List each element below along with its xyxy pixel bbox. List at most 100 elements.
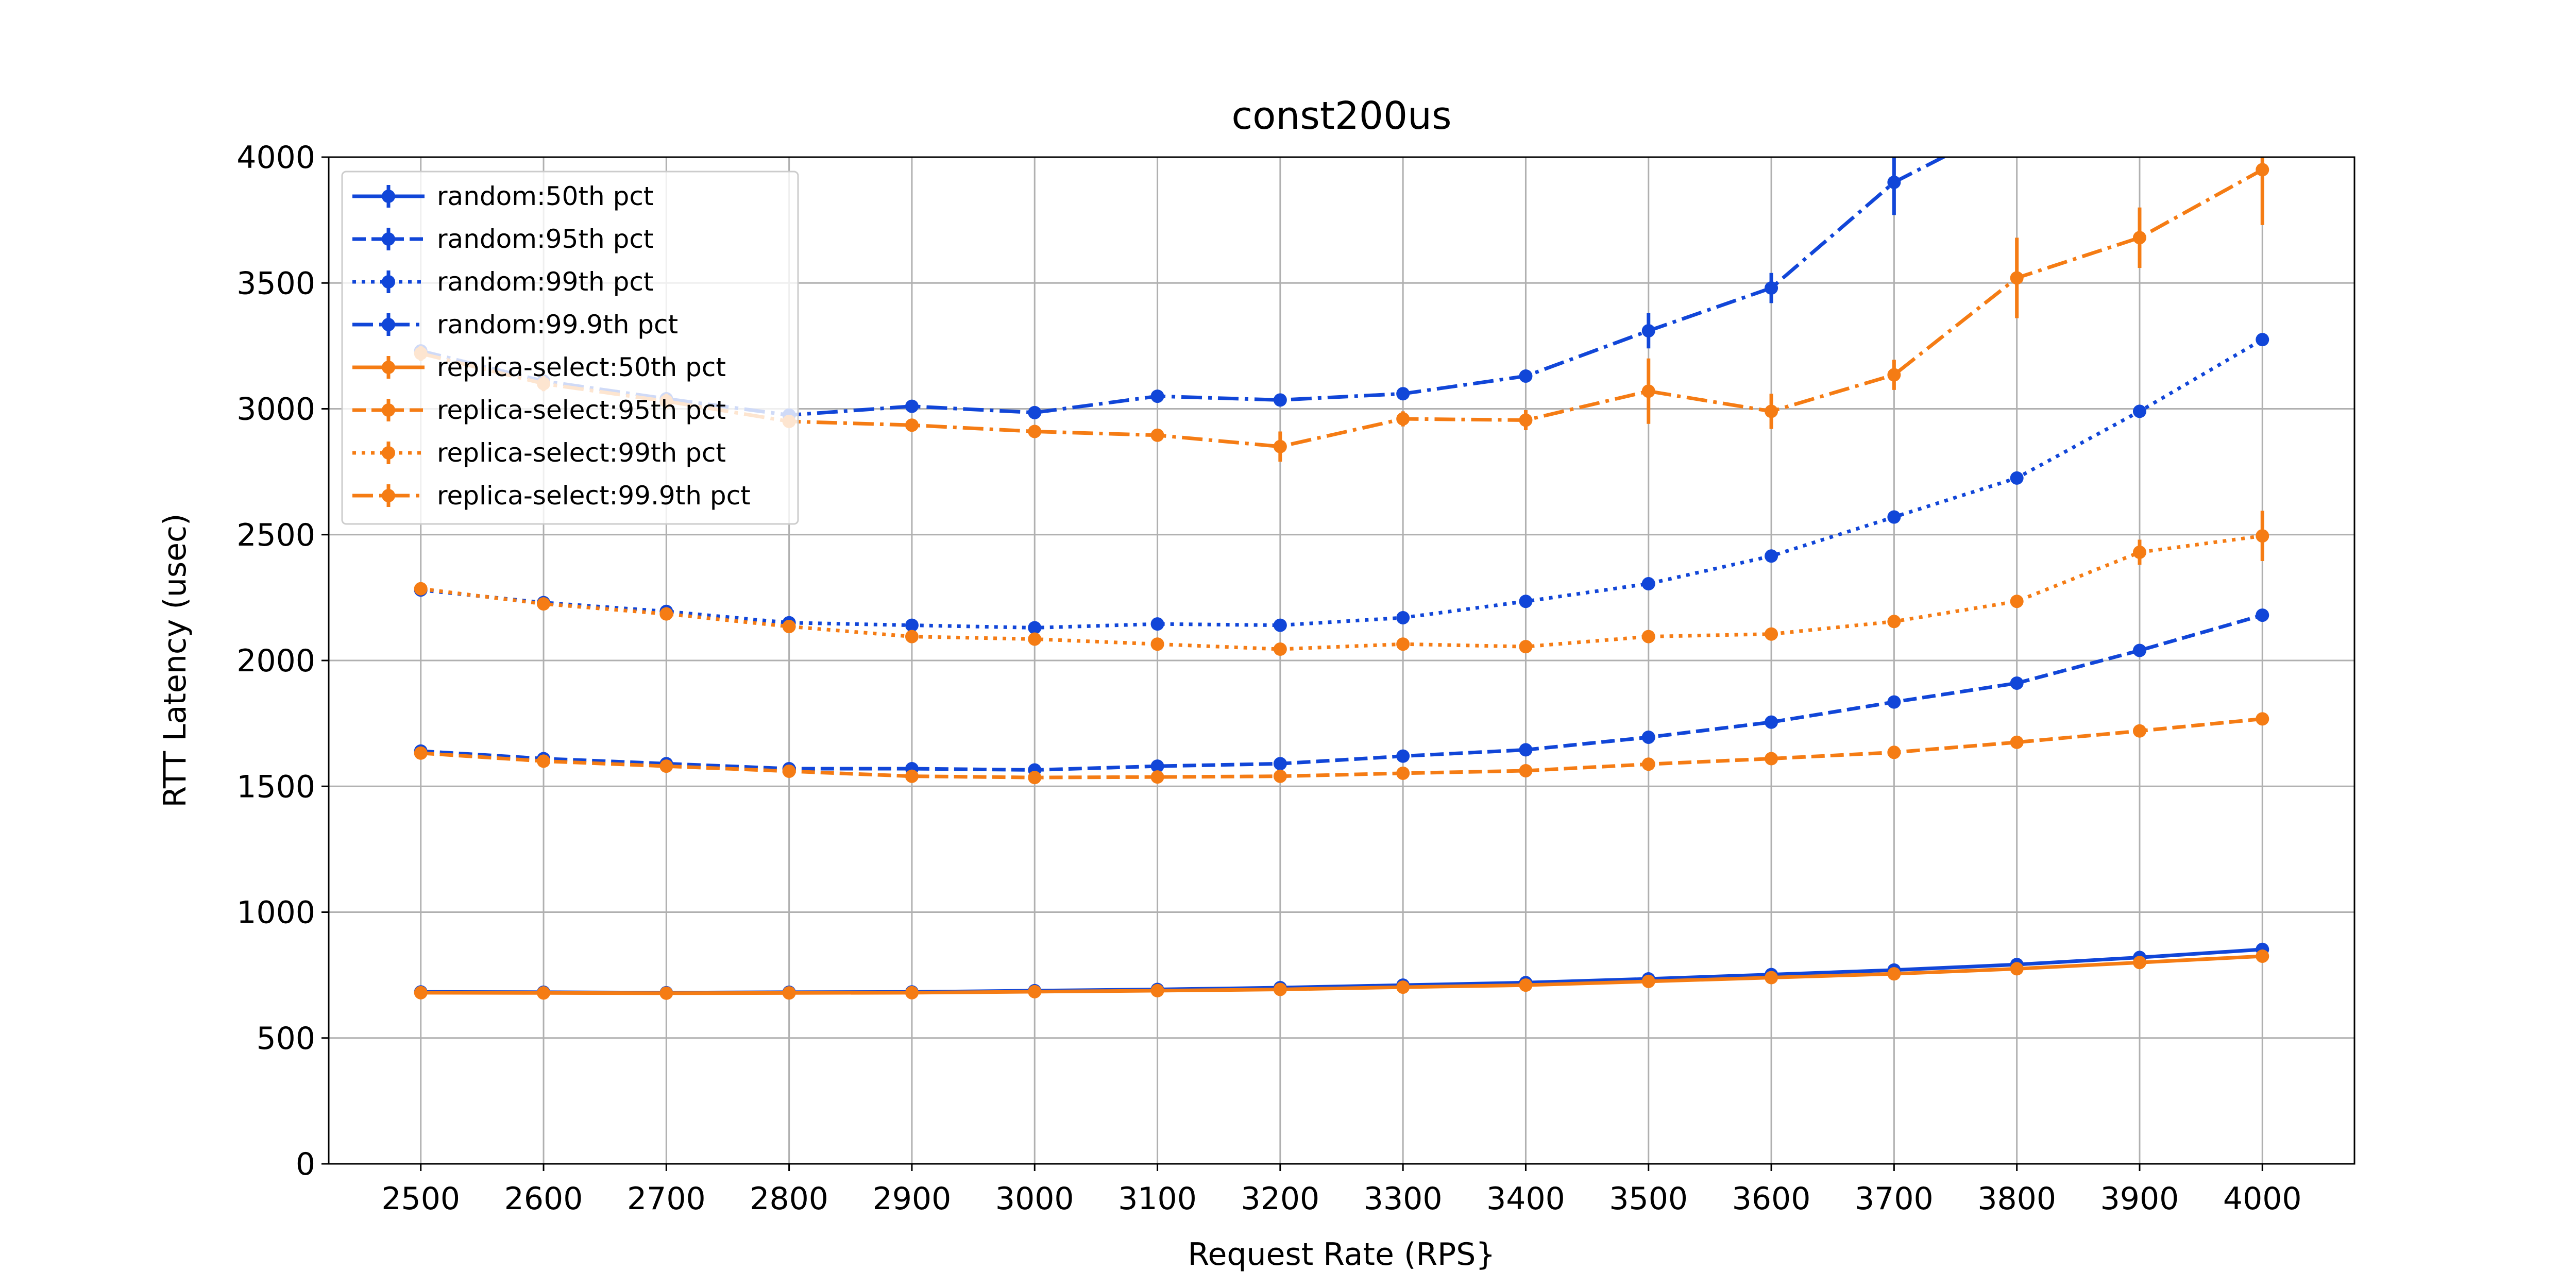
data-point: [1765, 549, 1778, 563]
series-line: [420, 534, 2263, 651]
legend: random:50th pct random:95th pct random:99t…: [341, 171, 799, 525]
data-point: [1150, 770, 1164, 784]
data-point: [782, 764, 796, 778]
x-tick-label: 2700: [627, 1181, 706, 1217]
data-point: [1273, 393, 1287, 407]
data-point: [905, 618, 919, 632]
data-point: [2010, 471, 2024, 485]
data-point: [1396, 766, 1410, 780]
data-point: [2256, 608, 2269, 622]
y-tick-label: 1000: [236, 895, 315, 931]
plot-frame: [328, 156, 2355, 1165]
data-point: [1641, 324, 1655, 338]
data-point: [1150, 428, 1164, 442]
data-point: [414, 582, 428, 596]
legend-marker: [382, 318, 395, 331]
data-point: [782, 986, 796, 1000]
y-axis-label: RTT Latency (usec): [157, 514, 193, 808]
legend-marker: [382, 489, 395, 502]
legend-label: replica-select:99th pct: [437, 438, 726, 468]
data-point: [659, 607, 673, 621]
data-point: [1765, 715, 1778, 729]
data-point: [2256, 333, 2269, 347]
data-point: [1519, 743, 1533, 757]
data-point: [1273, 642, 1287, 656]
data-point: [1887, 695, 1901, 709]
data-point: [1765, 281, 1778, 295]
data-point: [1887, 368, 1901, 382]
data-point: [1519, 369, 1533, 383]
data-point: [2132, 956, 2146, 970]
series-line: [420, 954, 2263, 995]
series-line: [420, 717, 2263, 779]
data-point: [1273, 439, 1287, 453]
legend-marker: [382, 361, 395, 374]
data-point: [1887, 510, 1901, 524]
y-tick-label: 500: [256, 1021, 315, 1057]
data-point: [1028, 425, 1042, 438]
data-point: [1765, 404, 1778, 418]
legend-box: [341, 171, 799, 525]
y-tick-label: 2500: [236, 517, 315, 553]
data-point: [1641, 757, 1655, 771]
data-point: [2132, 404, 2146, 418]
data-point: [2256, 949, 2269, 963]
data-point: [1028, 632, 1042, 646]
x-tick-label: 3600: [1732, 1181, 1811, 1217]
data-point: [2132, 643, 2146, 657]
data-point: [2010, 962, 2024, 976]
data-point: [1150, 637, 1164, 651]
data-point: [1150, 617, 1164, 631]
data-point: [1641, 730, 1655, 744]
data-point: [1641, 974, 1655, 988]
data-point: [537, 986, 551, 1000]
y-tick-label: 1500: [236, 769, 315, 805]
y-tick-label: 2000: [236, 643, 315, 679]
series-line: [420, 613, 2263, 772]
legend-marker: [382, 446, 395, 460]
data-point: [1028, 985, 1042, 998]
data-point: [1519, 640, 1533, 654]
data-point: [1273, 618, 1287, 632]
data-point: [1887, 615, 1901, 629]
legend-label: random:95th pct: [437, 224, 653, 254]
legend-label: random:99.9th pct: [437, 310, 678, 340]
x-tick-label: 3500: [1609, 1181, 1688, 1217]
data-point: [1273, 982, 1287, 996]
data-point: [2256, 163, 2269, 177]
data-point: [905, 986, 919, 999]
data-point: [414, 986, 428, 999]
data-point: [1887, 175, 1901, 189]
legend-marker: [382, 275, 395, 289]
y-tick-label: 3500: [236, 265, 315, 301]
data-point: [659, 986, 673, 1000]
legend-label: random:50th pct: [437, 181, 653, 211]
x-tick-label: 3100: [1118, 1181, 1197, 1217]
x-tick-label: 3300: [1364, 1181, 1443, 1217]
data-point: [2010, 271, 2024, 285]
data-point: [1396, 637, 1410, 651]
data-point: [1519, 413, 1533, 427]
data-point: [905, 418, 919, 432]
x-axis-label: Request Rate (RPS}: [1188, 1236, 1496, 1273]
legend-marker: [382, 232, 395, 246]
data-point: [1150, 984, 1164, 997]
data-point: [1396, 387, 1410, 401]
data-point: [2256, 712, 2269, 726]
data-point: [2010, 735, 2024, 749]
data-point: [1519, 978, 1533, 992]
x-tick-label: 3200: [1241, 1181, 1319, 1217]
x-tick-label: 4000: [2223, 1181, 2302, 1217]
data-point: [1396, 412, 1410, 426]
y-tick-label: 0: [296, 1146, 315, 1182]
y-tick-label: 4000: [236, 140, 315, 176]
data-point: [1519, 595, 1533, 608]
legend-label: replica-select:50th pct: [437, 352, 726, 382]
chart-title: const200us: [1231, 94, 1451, 138]
data-point: [2256, 529, 2269, 543]
data-point: [1641, 630, 1655, 643]
x-tick-label: 2600: [504, 1181, 583, 1217]
data-point: [1150, 759, 1164, 773]
x-tick-label: 2800: [750, 1181, 828, 1217]
